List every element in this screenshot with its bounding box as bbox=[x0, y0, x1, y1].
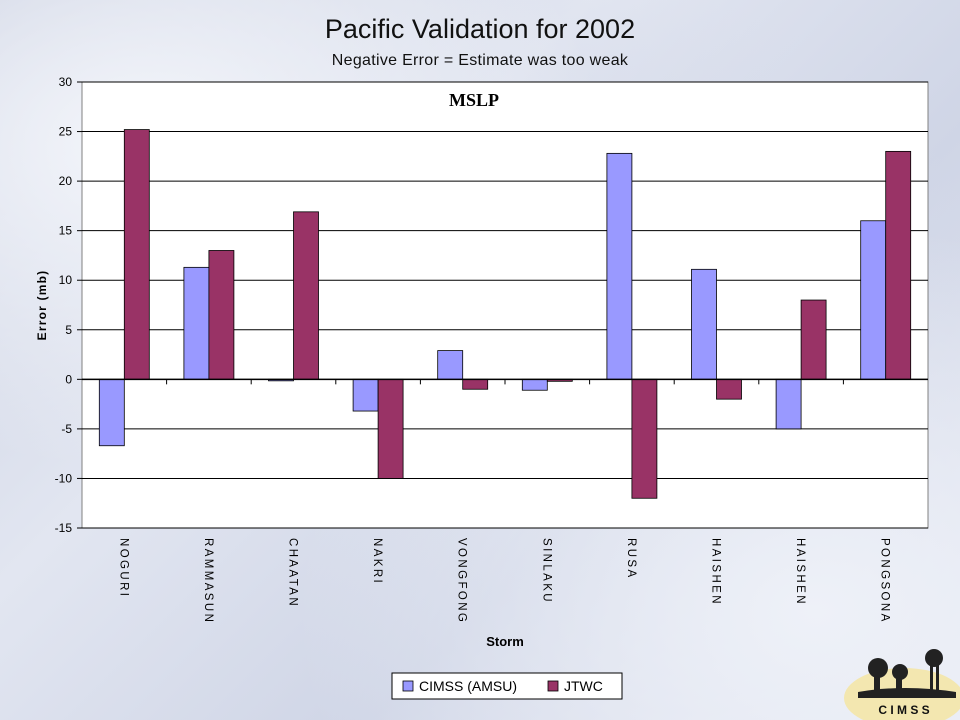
bar-cimss-sinlaku bbox=[521, 378, 548, 391]
category-label: SINLAKU bbox=[540, 538, 552, 604]
logo-water-tower-icon bbox=[925, 649, 943, 667]
category-label: HAISHEN bbox=[710, 538, 722, 606]
y-tick-label: 20 bbox=[59, 174, 73, 188]
slide-title: Pacific Validation for 2002 bbox=[324, 14, 636, 44]
logo-radar-mast bbox=[896, 676, 902, 690]
bar-cimss-pongsona bbox=[860, 220, 887, 380]
y-tick-label: -10 bbox=[55, 471, 73, 485]
y-tick-label: 15 bbox=[59, 224, 73, 238]
category-label: RUSA bbox=[625, 538, 637, 580]
legend-swatch-cimss bbox=[402, 680, 414, 692]
y-tick-label: 0 bbox=[65, 372, 72, 386]
legend-box bbox=[391, 672, 623, 700]
legend: CIMSS (AMSU) JTWC bbox=[391, 672, 623, 700]
bar-jtwc-haishen bbox=[800, 299, 827, 380]
category-label: PONGSONA bbox=[879, 538, 891, 624]
chart-annotation: MSLP bbox=[449, 90, 499, 110]
category-label: RAMMASUN bbox=[202, 538, 214, 624]
bar-jtwc-vongfong bbox=[462, 378, 489, 390]
y-tick-label: -5 bbox=[61, 422, 72, 436]
category-label: VONGFONG bbox=[456, 538, 468, 624]
logo-satellite-dish-icon bbox=[868, 658, 888, 678]
bar-cimss-nakri bbox=[352, 378, 379, 412]
x-tick-marks bbox=[166, 379, 844, 385]
y-tick-labels: 30 25 20 15 10 5 0 -5 -10 -15 bbox=[55, 75, 73, 535]
cimss-logo: C I M S S bbox=[844, 649, 960, 720]
bar-jtwc-noguri bbox=[123, 129, 150, 380]
logo-dish-mast bbox=[874, 672, 880, 690]
bar-cimss-noguri bbox=[98, 378, 125, 447]
logo-tower-leg bbox=[936, 664, 939, 690]
y-axis-label: Error (mb) bbox=[35, 270, 49, 341]
category-label: NOGURI bbox=[117, 538, 129, 598]
x-axis-label: Storm bbox=[486, 634, 524, 649]
bar-cimss-rammasun bbox=[183, 266, 210, 380]
y-tick-label: 5 bbox=[65, 323, 72, 337]
category-label: NAKRI bbox=[371, 538, 383, 585]
category-label: CHAATAN bbox=[287, 538, 299, 608]
legend-label-jtwc: JTWC bbox=[564, 678, 603, 694]
bar-cimss-haishen bbox=[691, 268, 717, 380]
logo-ground bbox=[858, 688, 956, 698]
bar-jtwc-haishen bbox=[716, 378, 742, 400]
bar-cimss-rusa bbox=[606, 152, 633, 380]
logo-tower-leg bbox=[930, 664, 933, 690]
category-label: HAISHEN bbox=[794, 538, 806, 606]
category-labels: NOGURI RAMMASUN CHAATAN NAKRI VONGFONG SINLAK… bbox=[117, 538, 890, 624]
logo-text: C I M S S bbox=[878, 703, 929, 717]
slide-subtitle: Negative Error = Estimate was too weak bbox=[331, 52, 629, 69]
bar-jtwc-nakri bbox=[377, 378, 404, 479]
bar-jtwc-rusa bbox=[631, 378, 658, 499]
bar-jtwc-rammasun bbox=[208, 250, 235, 380]
bar-cimss-haishen bbox=[775, 378, 802, 430]
y-tick-label: -15 bbox=[55, 521, 73, 535]
y-tick-label: 30 bbox=[59, 75, 73, 89]
bar-cimss-vongfong bbox=[437, 350, 464, 380]
y-tick-label: 25 bbox=[59, 125, 73, 139]
bar-jtwc-chaatan bbox=[293, 211, 319, 380]
bar-jtwc-pongsona bbox=[885, 150, 912, 380]
y-tick-label: 10 bbox=[59, 273, 73, 287]
legend-label-cimss: CIMSS (AMSU) bbox=[419, 678, 517, 694]
legend-swatch-jtwc bbox=[547, 680, 559, 692]
